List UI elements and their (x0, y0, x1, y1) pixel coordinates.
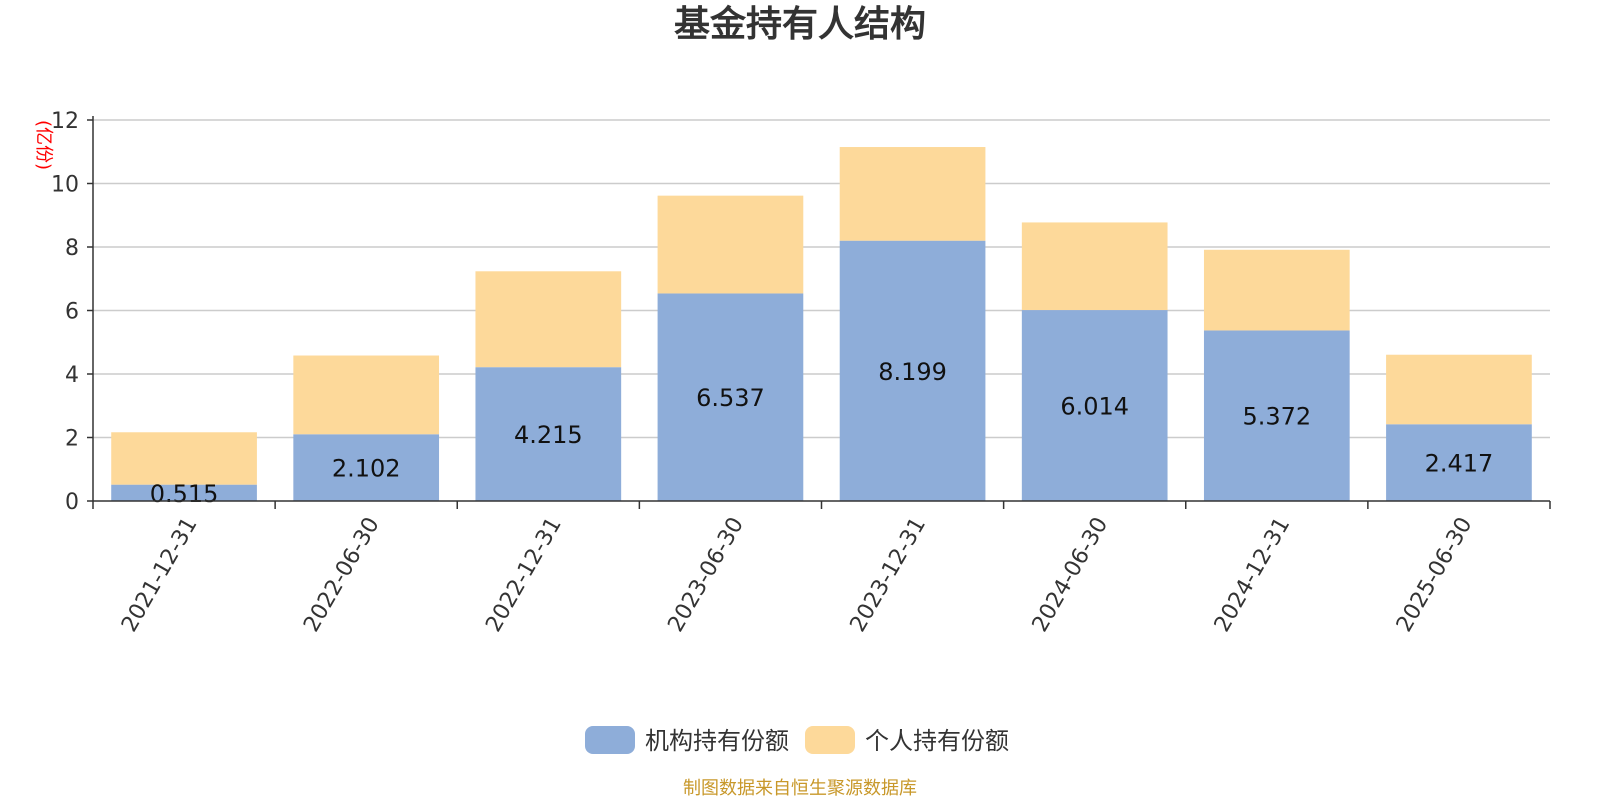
y-tick-label: 4 (65, 363, 79, 388)
bar-segment (1021, 310, 1168, 501)
legend-item[interactable]: 个人持有份额 (805, 726, 1009, 755)
y-tick-label: 6 (65, 300, 79, 325)
bar-segment (1386, 354, 1532, 425)
bar-segment (1021, 222, 1168, 311)
bar-segment (475, 367, 622, 501)
x-tick-label: 2022-06-30 (299, 513, 385, 636)
legend: 机构持有份额 个人持有份额 (585, 726, 1009, 755)
legend-label: 个人持有份额 (865, 727, 1009, 755)
bar-segment (111, 484, 257, 501)
bar-value-label: 4.215 (514, 421, 583, 449)
x-tick-label: 2021-12-31 (117, 513, 203, 636)
legend-swatch (585, 726, 635, 754)
bar-segment (839, 240, 986, 501)
bar-segment (293, 434, 440, 501)
bar-segment (657, 293, 804, 501)
bar-value-label: 8.199 (878, 358, 947, 386)
bar-value-label: 0.515 (150, 480, 219, 508)
y-tick-label: 8 (65, 236, 79, 261)
x-tick-label: 2023-12-31 (846, 513, 932, 636)
bar-value-label: 2.102 (332, 455, 401, 483)
x-tick-label: 2024-12-31 (1210, 513, 1296, 636)
bar-segment (1203, 249, 1350, 331)
source-note: 制图数据来自恒生聚源数据库 (683, 778, 917, 799)
bar-segment (839, 147, 986, 241)
bar-value-label: 2.417 (1425, 450, 1494, 478)
bar-segment (293, 355, 440, 435)
bar-value-label: 5.372 (1242, 403, 1311, 431)
y-tick-label: 2 (65, 427, 79, 452)
legend-label: 机构持有份额 (645, 727, 789, 755)
bar-segment (657, 195, 804, 294)
legend-swatch (805, 726, 855, 754)
bar-segment (475, 271, 622, 368)
y-axis-unit-label: (亿份) (33, 120, 54, 170)
legend-item[interactable]: 机构持有份额 (585, 726, 789, 755)
x-tick-label: 2025-06-30 (1392, 513, 1478, 636)
bars (111, 147, 1532, 501)
bar-value-label: 6.014 (1060, 393, 1129, 421)
x-tick-label: 2024-06-30 (1028, 513, 1114, 636)
bar-segment (1386, 424, 1532, 501)
x-tick-label: 2022-12-31 (481, 513, 567, 636)
data-labels: 0.515 2.102 4.215 6.537 8.199 6.014 5.372 2.417 (150, 358, 1494, 508)
bar-segment (1203, 330, 1350, 501)
y-tick-label: 0 (65, 490, 79, 515)
bar-value-label: 6.537 (696, 384, 765, 412)
y-tick-label: 12 (51, 109, 79, 134)
chart-title: 基金持有人结构 (674, 3, 926, 45)
bar-segment (111, 432, 257, 485)
x-tick-label: 2023-06-30 (663, 513, 749, 636)
y-tick-label: 10 (51, 173, 79, 198)
